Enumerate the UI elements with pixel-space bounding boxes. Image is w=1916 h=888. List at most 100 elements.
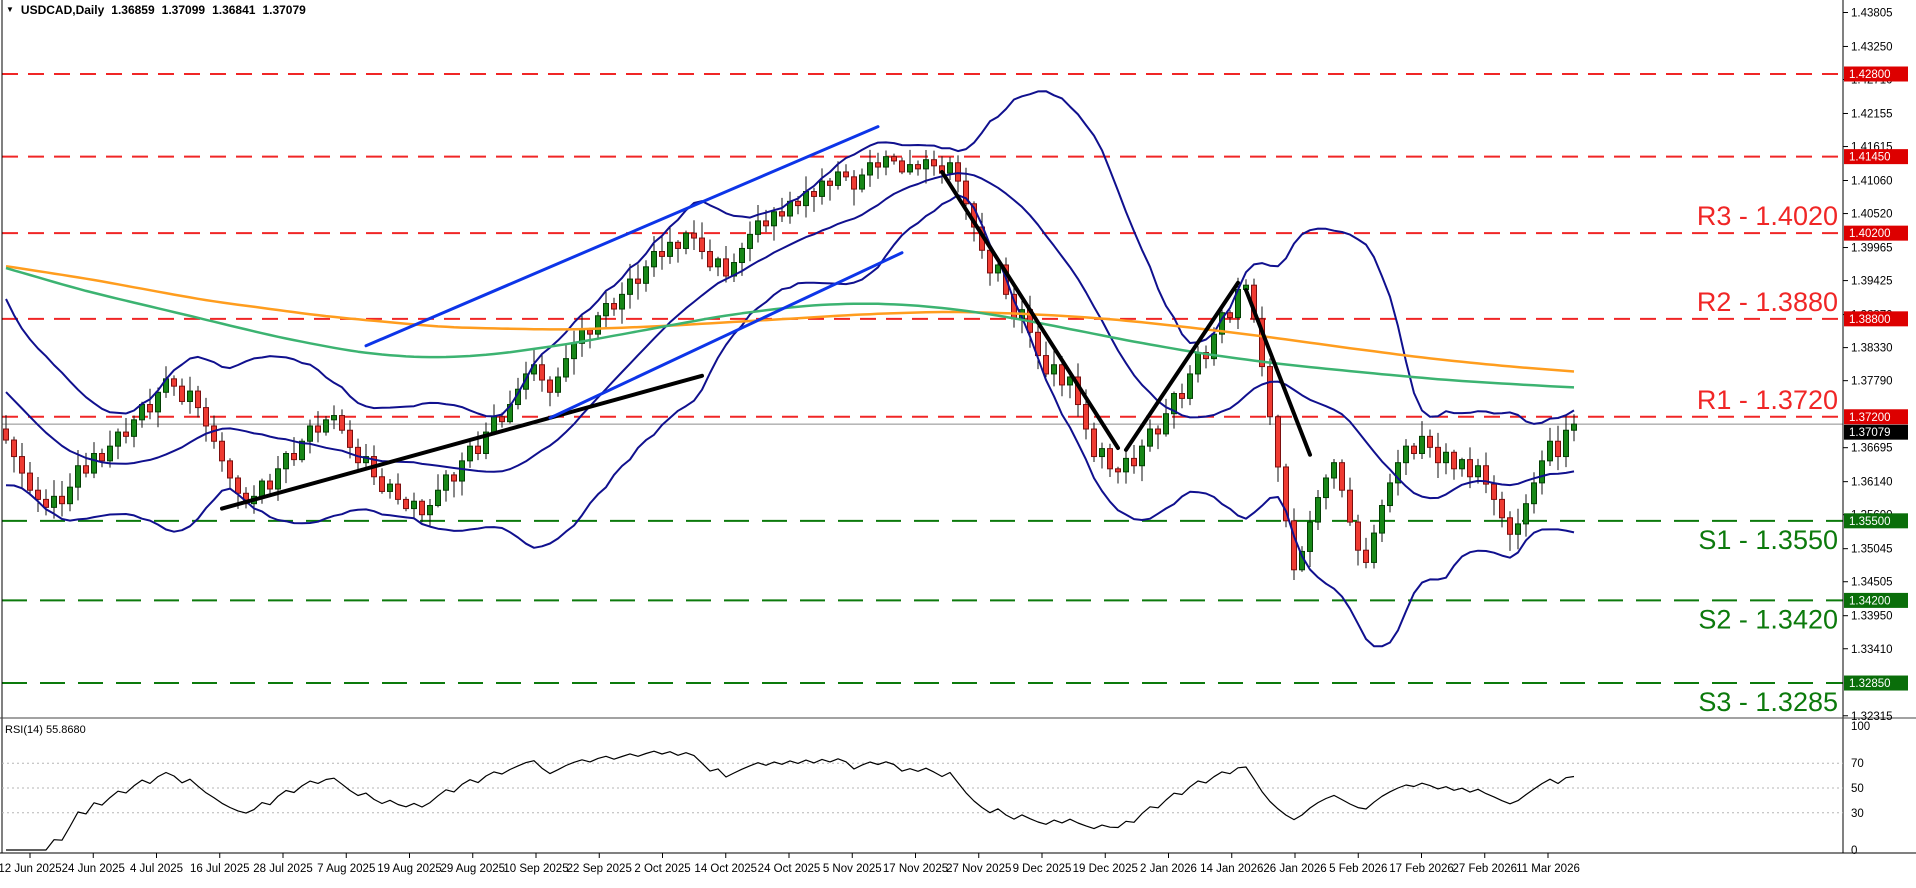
candle-up [1387,482,1393,507]
candle-up [1307,521,1313,552]
quote-low: 1.36841 [212,3,256,17]
candle-down [931,159,937,167]
candle-up [643,266,649,284]
candle-up [107,445,113,462]
price-tick-label: 1.33410 [1851,644,1893,656]
candle-up [835,171,841,186]
date-tick-label[interactable]: 28 Jul 2025 [253,863,312,875]
date-tick-label[interactable]: 11 Mar 2026 [1516,863,1580,875]
candle-up [1443,451,1449,464]
date-tick-label[interactable]: 7 Aug 2025 [317,863,375,875]
candle-down [675,241,681,249]
candle-up [1051,364,1057,375]
candle-down [1347,489,1353,523]
trendline-downtrend-january[interactable] [1244,288,1312,457]
price-tick-label: 1.39425 [1851,276,1893,288]
date-tick-label[interactable]: 5 Nov 2025 [823,863,882,875]
candle-down [587,329,593,335]
candle-down [1179,393,1185,399]
date-tick-label[interactable]: 29 Aug 2025 [440,863,505,875]
date-tick-label[interactable]: 19 Aug 2025 [377,863,442,875]
candle-up [595,315,601,335]
candle-up [323,419,329,433]
candle-down [235,477,241,494]
candle-up [1515,523,1521,535]
date-tick-label[interactable]: 17 Nov 2025 [883,863,948,875]
candle-up [619,293,625,310]
date-tick-label[interactable]: 24 Oct 2025 [758,863,821,875]
candle-up [1099,448,1105,458]
resistance-chip-text: 1.40200 [1849,228,1891,240]
date-tick-label[interactable]: 4 Jul 2025 [130,863,183,875]
resistance-chip [1844,409,1908,425]
candle-up [819,180,825,197]
candle-down [1115,468,1121,473]
candle-down [11,439,17,458]
date-tick-label[interactable]: 14 Jan 2026 [1200,863,1263,875]
trendline-uptrend-december[interactable] [1124,280,1240,452]
candle-up [75,465,81,488]
candle-up [1123,457,1129,473]
candle-down [899,160,905,173]
candle-down [1283,466,1289,522]
symbol-dropdown-icon[interactable]: ▼ [6,4,14,14]
candle-up [867,162,873,176]
candle-up [1547,440,1553,462]
price-tick-label: 1.33950 [1851,611,1893,623]
level-label-R2: R2 - 1.3880 [1697,287,1838,317]
candle-up [1195,352,1201,375]
date-tick-label[interactable]: 27 Nov 2025 [946,863,1011,875]
candle-down [1291,520,1297,571]
candle-down [1467,459,1473,478]
candle-down [379,476,385,492]
symbol-title-bar[interactable]: ▼ USDCAD,Daily 1.36859 1.37099 1.36841 1… [6,3,306,17]
date-tick-label[interactable]: 9 Dec 2025 [1013,863,1072,875]
candle-up [1139,445,1145,467]
candle-down [475,445,481,454]
candle-down [27,472,33,491]
date-tick-label[interactable]: 27 Feb 2026 [1452,863,1517,875]
candle-down [1499,498,1505,519]
candle-down [699,237,705,253]
date-tick-label[interactable]: 19 Dec 2025 [1073,863,1138,875]
date-tick-label[interactable]: 16 Jul 2025 [190,863,249,875]
candle-down [963,180,969,205]
candle-down [1107,448,1113,470]
date-tick-label[interactable]: 2 Jan 2026 [1140,863,1197,875]
price-tick-label: 1.40520 [1851,209,1893,221]
date-tick-label[interactable]: 22 Sep 2025 [567,863,632,875]
trendline-downtrend-november[interactable] [940,169,1120,450]
candle-down [499,416,505,423]
rsi-line [6,750,1575,851]
candle-up [283,452,289,470]
level-label-S1: S1 - 1.3550 [1698,525,1838,555]
level-label-R1: R1 - 1.3720 [1697,385,1838,415]
date-tick-label[interactable]: 5 Feb 2026 [1329,863,1387,875]
price-tick-label: 1.38330 [1851,343,1893,355]
date-tick-label[interactable]: 26 Jan 2026 [1263,863,1326,875]
candle-down [1227,312,1233,319]
date-tick-label[interactable]: 2 Oct 2025 [634,863,690,875]
date-tick-label[interactable]: 14 Oct 2025 [694,863,757,875]
date-tick-label[interactable]: 17 Feb 2026 [1389,863,1454,875]
candle-up [1163,413,1169,435]
candle-up [1171,393,1177,415]
trendline-channel-lower-blue[interactable] [548,251,904,420]
candle-up [771,211,777,227]
support-chip-text: 1.35500 [1849,516,1891,528]
candle-up [683,232,689,249]
candle-up [667,241,673,257]
price-tick-label: 1.32315 [1851,711,1893,723]
level-label-R3: R3 - 1.4020 [1697,201,1838,231]
price-tick-label: 1.35045 [1851,544,1893,556]
date-tick-label[interactable]: 12 Jun 2025 [0,863,62,875]
trendline-channel-upper-blue[interactable] [364,125,880,348]
candle-down [267,480,273,490]
candle-up [1475,465,1481,478]
date-tick-label[interactable]: 24 Jun 2025 [62,863,125,875]
trendline-uptrend-july[interactable] [220,373,704,511]
date-tick-label[interactable]: 10 Sep 2025 [503,863,568,875]
